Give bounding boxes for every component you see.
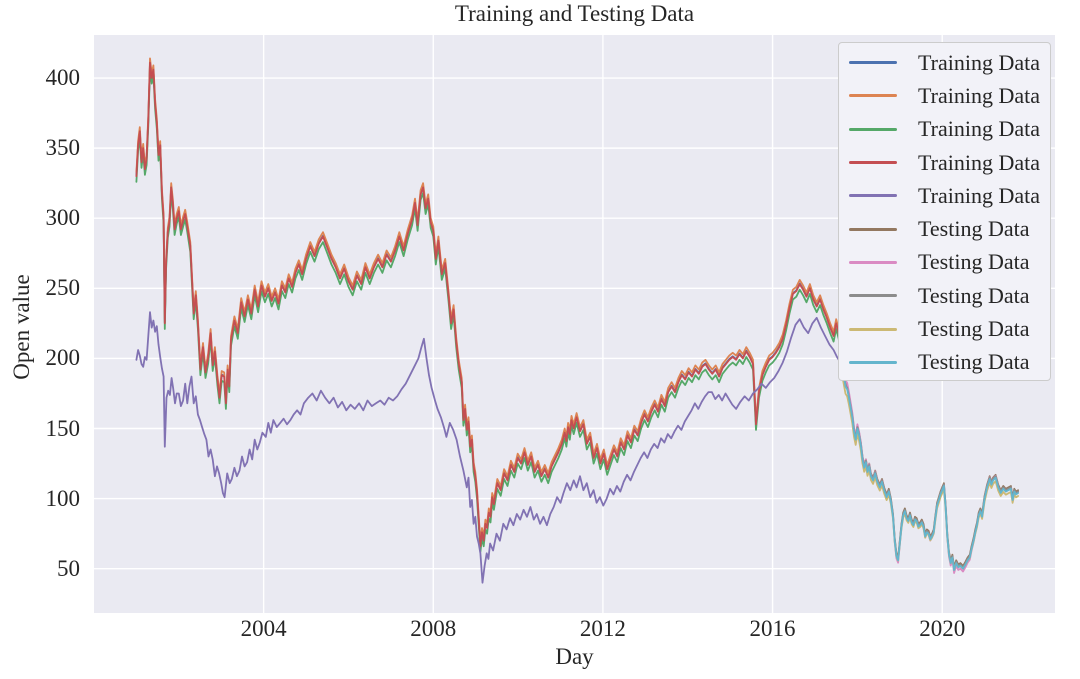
y-tick-label-400: 400	[45, 65, 81, 91]
legend-item-3: Training Data	[849, 146, 1050, 179]
series-line-1-training-data	[135, 57, 843, 544]
legend-label-5: Testing Data	[918, 216, 1030, 242]
legend-line-sample-7	[849, 294, 897, 298]
legend-item-4: Training Data	[849, 179, 1050, 212]
legend-line-sample-6	[849, 260, 897, 264]
legend-line-sample-3	[849, 161, 897, 165]
y-tick-label-200: 200	[45, 345, 81, 371]
legend-item-2: Training Data	[849, 113, 1050, 146]
legend-item-8: Testing Data	[849, 312, 1050, 345]
legend-line-sample-0	[849, 61, 897, 65]
legend-line-sample-1	[849, 94, 897, 98]
legend-line-sample-4	[849, 194, 897, 198]
series-line-9-testing-data	[841, 365, 1019, 571]
x-axis-label: Day	[555, 644, 594, 669]
legend-item-0: Training Data	[849, 46, 1050, 79]
legend-line-sample-5	[849, 227, 897, 231]
x-tick-label-2008: 2008	[410, 616, 457, 641]
legend-label-1: Training Data	[918, 82, 1041, 108]
x-tick-label-2020: 2020	[919, 616, 966, 641]
legend-label-4: Training Data	[918, 182, 1041, 208]
legend-line-sample-8	[849, 327, 897, 331]
chart-title: Training and Testing Data	[454, 1, 695, 26]
legend-label-2: Training Data	[918, 116, 1041, 142]
legend-line-sample-9	[849, 360, 897, 364]
y-tick-label-50: 50	[57, 555, 80, 581]
legend-label-6: Testing Data	[918, 249, 1030, 275]
y-axis-label: Open value	[9, 274, 34, 380]
x-tick-label-2012: 2012	[579, 616, 626, 641]
legend-label-3: Training Data	[918, 149, 1041, 175]
legend-item-7: Testing Data	[849, 279, 1050, 312]
legend-item-9: Testing Data	[849, 346, 1050, 379]
legend: Training Data Training Data Training Data T…	[838, 42, 1051, 381]
x-tick-label-2016: 2016	[749, 616, 796, 641]
x-tick-label-2004: 2004	[240, 616, 287, 641]
legend-line-sample-2	[849, 127, 897, 131]
legend-item-5: Testing Data	[849, 212, 1050, 245]
legend-item-6: Testing Data	[849, 246, 1050, 279]
y-tick-label-150: 150	[45, 415, 81, 441]
series-line-8-testing-data	[841, 373, 1019, 571]
y-tick-label-300: 300	[45, 205, 81, 231]
series-line-3-training-data	[135, 61, 843, 548]
y-tick-label-250: 250	[45, 275, 81, 301]
y-tick-label-100: 100	[45, 485, 81, 511]
legend-item-1: Training Data	[849, 79, 1050, 112]
legend-label-0: Training Data	[918, 49, 1041, 75]
series-line-4-training-data	[135, 311, 843, 584]
legend-label-9: Testing Data	[918, 349, 1030, 375]
y-tick-label-350: 350	[45, 135, 81, 161]
legend-label-7: Testing Data	[918, 282, 1030, 308]
legend-label-8: Testing Data	[918, 316, 1030, 342]
